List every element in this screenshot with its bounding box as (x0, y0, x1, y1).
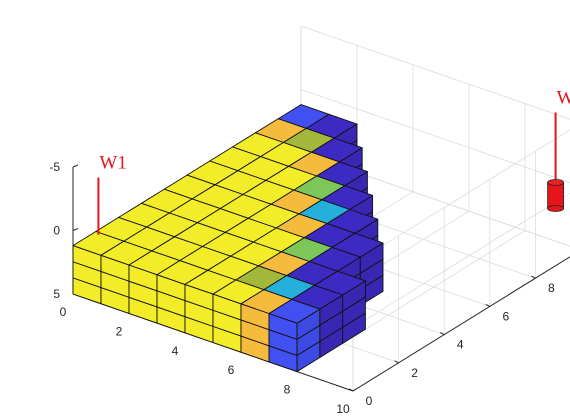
y-tick-mark (531, 275, 536, 279)
x-tick-label: 2 (116, 324, 123, 338)
y-tick-label: 4 (457, 338, 464, 352)
z-tick-mark (72, 228, 79, 231)
side-wall-gridline (352, 256, 570, 392)
x-tick-label: 4 (172, 344, 179, 358)
x-tick-label: 8 (284, 383, 291, 397)
y-tick-label: 6 (502, 309, 509, 323)
side-wall-gridline (352, 129, 570, 265)
side-wall-gridline (352, 192, 570, 328)
well-cylinder-top (547, 179, 564, 186)
back-wall-gridline (300, 25, 570, 120)
y-tick-mark (439, 332, 445, 336)
z-tick-label: -5 (49, 160, 60, 174)
well-label: W2 (557, 88, 570, 109)
x-tick-label: 0 (60, 305, 67, 319)
well-label: W1 (99, 153, 126, 174)
well-cylinder-bottom (547, 205, 564, 212)
voxel-top-face (268, 298, 321, 324)
y-axis-line (352, 256, 570, 392)
y-tick-mark (485, 303, 491, 307)
back-wall-gridline (300, 89, 570, 184)
well-w2: W2 (547, 88, 570, 212)
floor-gridline (352, 256, 570, 392)
x-tick-mark (352, 388, 357, 392)
y-tick-label: 2 (411, 366, 418, 380)
y-tick-label: 0 (366, 394, 373, 408)
voxel-layer (72, 104, 384, 373)
y-tick-mark (348, 388, 354, 392)
z-tick-mark (72, 164, 79, 168)
y-tick-label: 8 (548, 281, 555, 295)
x-tick-label: 6 (228, 363, 235, 377)
axis-layer: -50502468100246810 (49, 160, 570, 416)
well-w1: W1 (97, 153, 127, 235)
x-tick-label: 10 (336, 402, 350, 416)
z-tick-label: 5 (53, 287, 60, 301)
well-layer: W1 W2 (97, 88, 570, 235)
well-cylinder (547, 182, 564, 209)
z-tick-label: 0 (53, 224, 60, 238)
y-tick-mark (394, 360, 399, 364)
voxel (268, 298, 321, 340)
